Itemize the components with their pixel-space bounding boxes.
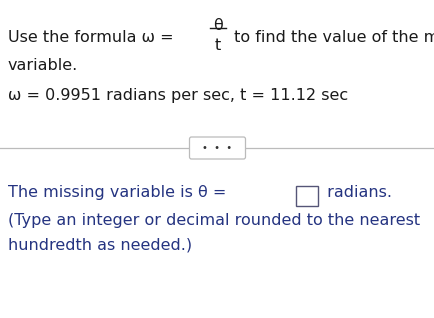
Text: ω = 0.9951 radians per sec, t = 11.12 sec: ω = 0.9951 radians per sec, t = 11.12 se… bbox=[8, 88, 347, 103]
Text: radians.: radians. bbox=[321, 185, 391, 200]
Text: variable.: variable. bbox=[8, 58, 78, 73]
Text: t: t bbox=[214, 38, 220, 53]
Bar bbox=[295, 186, 317, 206]
Text: Use the formula ω =: Use the formula ω = bbox=[8, 30, 178, 45]
Text: The missing variable is θ =: The missing variable is θ = bbox=[8, 185, 231, 200]
FancyBboxPatch shape bbox=[189, 137, 245, 159]
Text: θ: θ bbox=[213, 18, 222, 33]
Text: hundredth as needed.): hundredth as needed.) bbox=[8, 237, 192, 252]
Text: to find the value of the missing: to find the value of the missing bbox=[228, 30, 434, 45]
Text: •  •  •: • • • bbox=[202, 143, 232, 153]
Text: (Type an integer or decimal rounded to the nearest: (Type an integer or decimal rounded to t… bbox=[8, 213, 419, 228]
